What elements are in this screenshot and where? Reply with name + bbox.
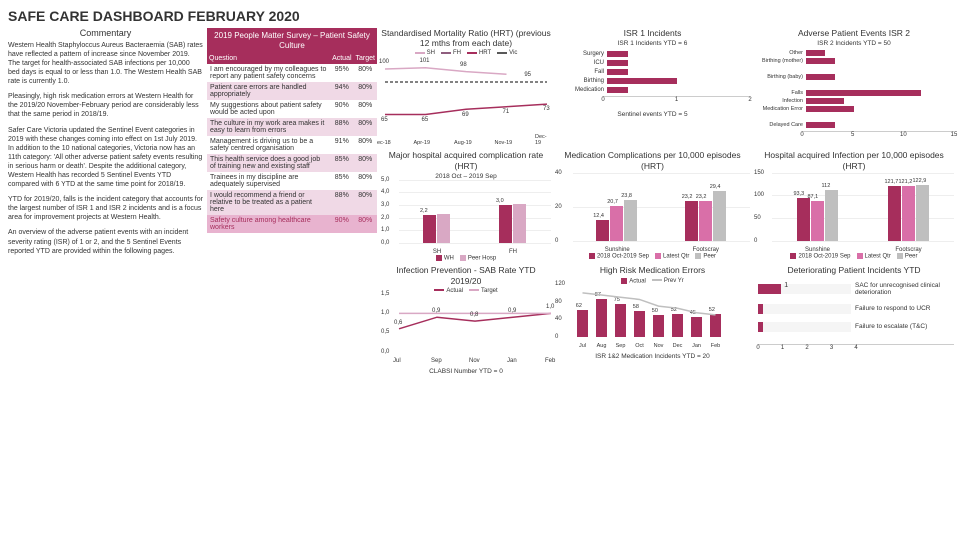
page-title: SAFE CARE DASHBOARD FEBRUARY 2020 bbox=[8, 8, 952, 24]
survey-row: My suggestions about patient safety woul… bbox=[207, 100, 377, 118]
commentary-para: Pleasingly, high risk medication errors … bbox=[8, 92, 203, 119]
survey-row: Safety culture among healthcare workers9… bbox=[207, 215, 377, 233]
smr-panel: Standardised Mortality Ratio (HRT) (prev… bbox=[381, 28, 551, 146]
medcomp-panel: Medication Complications per 10,000 epis… bbox=[555, 150, 750, 261]
isr2-subtitle: ISR 2 Incidents YTD = 50 bbox=[754, 40, 954, 47]
commentary-panel: Commentary Western Health Staphyloccus A… bbox=[8, 28, 203, 375]
bar bbox=[811, 201, 824, 240]
bar bbox=[713, 191, 726, 241]
medcomp-legend: 2018 Oct-2019 SepLatest QtrPeer bbox=[555, 253, 750, 260]
survey-row: I am encouraged by my colleagues to repo… bbox=[207, 64, 377, 82]
commentary-para: Western Health Staphyloccus Aureus Bacte… bbox=[8, 41, 203, 86]
survey-table: QuestionActualTargetI am encouraged by m… bbox=[207, 53, 377, 233]
hrme-panel: High Risk Medication Errors ActualPrev Y… bbox=[555, 265, 750, 374]
survey-row: Patient care errors are handled appropri… bbox=[207, 82, 377, 100]
commentary-para: Safer Care Victoria updated the Sentinel… bbox=[8, 126, 203, 190]
bar bbox=[902, 186, 915, 241]
bar bbox=[797, 198, 810, 240]
sab-panel: Infection Prevention - SAB Rate YTD 2019… bbox=[381, 265, 551, 374]
hrme-title: High Risk Medication Errors bbox=[555, 265, 750, 275]
commentary-para: YTD for 2019/20, falls is the incident c… bbox=[8, 195, 203, 222]
hbar-row: Birthing bbox=[559, 76, 746, 85]
isr2-title: Adverse Patient Events ISR 2 bbox=[754, 28, 954, 38]
isr1-subtitle: ISR 1 Incidents YTD = 6 bbox=[555, 40, 750, 47]
hbar-row: Fall bbox=[559, 67, 746, 76]
detpi-panel: Deteriorating Patient Incidents YTD 1SAC… bbox=[754, 265, 954, 374]
commentary-para: An overview of the adverse patient event… bbox=[8, 228, 203, 255]
sentinel-note: Sentinel events YTD = 5 bbox=[555, 111, 750, 118]
hbar-row: ICU bbox=[559, 58, 746, 67]
bar bbox=[624, 200, 637, 240]
hbar-row: Medication bbox=[559, 85, 746, 94]
bar bbox=[888, 186, 901, 241]
mhac-legend: WHPeer Hosp bbox=[381, 255, 551, 262]
medcomp-title: Medication Complications per 10,000 epis… bbox=[555, 150, 750, 170]
haip-title: Hospital acquired Infection per 10,000 e… bbox=[754, 150, 954, 170]
hrme-legend: ActualPrev Yr bbox=[555, 278, 750, 285]
haip-legend: 2018 Oct-2019 SepLatest QtrPeer bbox=[754, 253, 954, 260]
mhac-subtitle: 2018 Oct – 2019 Sep bbox=[381, 173, 551, 180]
hbar-row: Surgery bbox=[559, 49, 746, 58]
survey-row: This health service does a good job of t… bbox=[207, 154, 377, 172]
survey-panel: 2019 People Matter Survey – Patient Safe… bbox=[207, 28, 377, 375]
dashboard-grid: Commentary Western Health Staphyloccus A… bbox=[8, 28, 952, 375]
bar bbox=[685, 201, 698, 240]
mhac-title: Major hospital acquired complication rat… bbox=[381, 150, 551, 170]
bar bbox=[437, 214, 450, 243]
bar bbox=[513, 204, 526, 243]
survey-title: 2019 People Matter Survey – Patient Safe… bbox=[207, 28, 377, 53]
bar bbox=[610, 206, 623, 241]
survey-row: Management is driving us to be a safety … bbox=[207, 136, 377, 154]
survey-row: I would recommend a friend or relative t… bbox=[207, 190, 377, 215]
haip-panel: Hospital acquired Infection per 10,000 e… bbox=[754, 150, 954, 261]
detpi-title: Deteriorating Patient Incidents YTD bbox=[754, 265, 954, 275]
mhac-panel: Major hospital acquired complication rat… bbox=[381, 150, 551, 261]
bar bbox=[916, 185, 929, 241]
hrme-footer: ISR 1&2 Medication Incidents YTD = 20 bbox=[555, 353, 750, 360]
bar bbox=[699, 201, 712, 240]
isr2-panel: Adverse Patient Events ISR 2 ISR 2 Incid… bbox=[754, 28, 954, 146]
sab-title: Infection Prevention - SAB Rate YTD 2019… bbox=[381, 265, 551, 285]
bar bbox=[825, 190, 838, 241]
isr1-panel: ISR 1 Incidents ISR 1 Incidents YTD = 6 … bbox=[555, 28, 750, 146]
sab-footer: CLABSI Number YTD = 0 bbox=[381, 368, 551, 375]
smr-title: Standardised Mortality Ratio (HRT) (prev… bbox=[381, 28, 551, 48]
isr1-title: ISR 1 Incidents bbox=[555, 28, 750, 38]
bar bbox=[499, 205, 512, 243]
survey-row: Trainees in my discipline are adequately… bbox=[207, 172, 377, 190]
bar bbox=[423, 215, 436, 243]
commentary-heading: Commentary bbox=[8, 28, 203, 39]
bar bbox=[596, 220, 609, 241]
survey-row: The culture in my work area makes it eas… bbox=[207, 118, 377, 136]
